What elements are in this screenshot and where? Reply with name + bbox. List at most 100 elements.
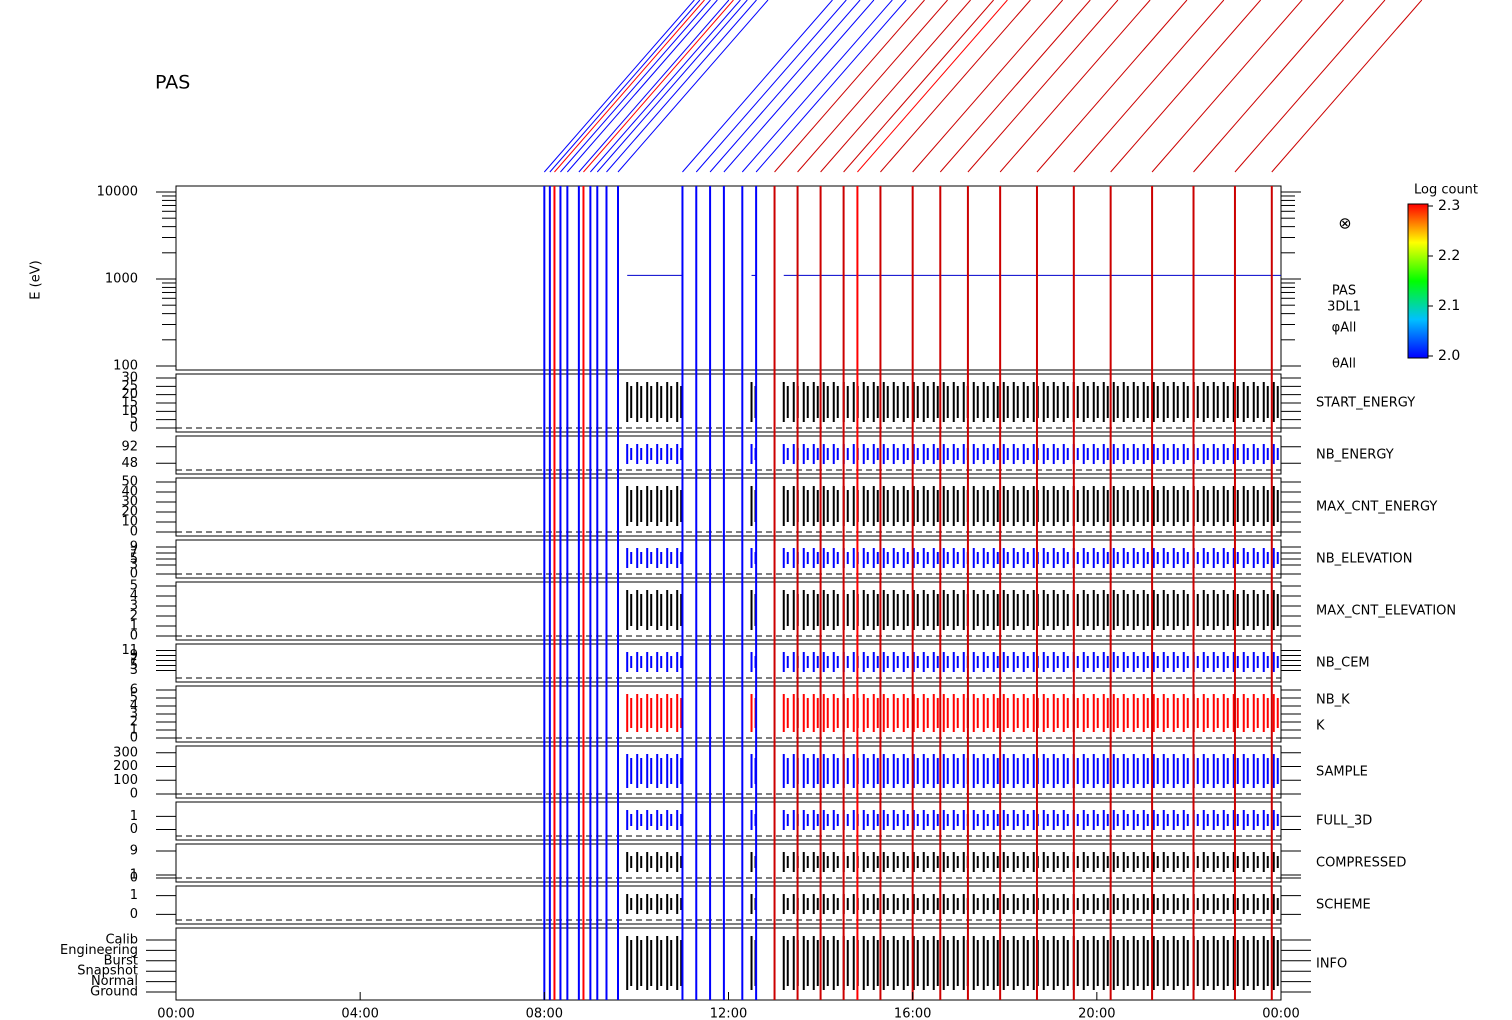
event-marker bbox=[912, 0, 1064, 173]
symbol: ⊗ bbox=[1338, 214, 1351, 233]
spectrogram-label: 3DL1 bbox=[1327, 300, 1361, 315]
activity-path bbox=[750, 444, 757, 464]
panel-frame bbox=[175, 373, 1282, 433]
panel-label: FULL_3D bbox=[1316, 814, 1372, 829]
activity-path bbox=[626, 936, 683, 990]
y-tick-label: 1 bbox=[130, 868, 138, 883]
y-tick-label: 25 bbox=[121, 379, 138, 394]
y-tick-label: Burst bbox=[104, 953, 138, 968]
event-marker bbox=[999, 0, 1151, 173]
event-marker bbox=[820, 0, 971, 173]
y-tick-label: 0 bbox=[130, 731, 138, 746]
spectrogram-label: θAll bbox=[1332, 357, 1356, 372]
colorbar bbox=[1407, 203, 1429, 359]
activity-path bbox=[750, 894, 757, 914]
activity bbox=[782, 894, 1279, 914]
activity-path bbox=[782, 652, 1279, 672]
activity-path bbox=[750, 486, 757, 526]
y-tick-label: 1 bbox=[130, 888, 138, 903]
event-marker bbox=[755, 0, 907, 173]
activity-path bbox=[626, 590, 683, 630]
activity-path bbox=[750, 590, 757, 630]
event-marker bbox=[1036, 0, 1188, 173]
y-tick-label: 1 bbox=[130, 809, 138, 824]
activity bbox=[626, 754, 683, 788]
activity-path bbox=[626, 852, 683, 872]
event-marker bbox=[1234, 0, 1386, 173]
y-tick-label: 5 bbox=[130, 412, 138, 427]
y-tick-label: 0 bbox=[130, 567, 138, 582]
y-tick-label: 5 bbox=[130, 552, 138, 567]
y-tick-label: 20 bbox=[121, 387, 138, 402]
activity bbox=[626, 444, 683, 464]
activity-path bbox=[782, 894, 1279, 914]
panel-label: NB_CEM bbox=[1316, 656, 1370, 671]
y-tick-label: 50 bbox=[121, 475, 138, 490]
activity bbox=[750, 382, 757, 422]
activity-path bbox=[626, 694, 683, 732]
y-tick-label: 0 bbox=[130, 822, 138, 837]
event-marker bbox=[682, 0, 833, 173]
y-tick-label: 30 bbox=[121, 495, 138, 510]
activity-path bbox=[782, 810, 1279, 830]
activity-path bbox=[626, 754, 683, 788]
event-marker bbox=[939, 0, 1091, 173]
activity bbox=[626, 810, 683, 830]
activity-path bbox=[626, 382, 683, 422]
y-tick-label: 3 bbox=[130, 599, 138, 614]
panel-label: NB_ELEVATION bbox=[1316, 552, 1413, 567]
activity-path bbox=[782, 936, 1279, 990]
activity-path bbox=[782, 548, 1279, 568]
activity bbox=[750, 590, 757, 630]
y-tick-label: 10 bbox=[121, 515, 138, 530]
y-tick-label: 7 bbox=[130, 546, 138, 561]
y-tick-label: 100 bbox=[113, 773, 138, 788]
panel-frame bbox=[175, 885, 1282, 925]
y-tick-label: 10 bbox=[121, 404, 138, 419]
activity bbox=[782, 936, 1279, 990]
y-tick-label: 10000 bbox=[97, 185, 138, 200]
panel-label: NB_K bbox=[1316, 693, 1350, 708]
activity bbox=[782, 590, 1279, 630]
panel-frame bbox=[175, 685, 1282, 743]
y-tick-label: 0 bbox=[130, 907, 138, 922]
panel-frame bbox=[175, 185, 1282, 371]
activity bbox=[750, 754, 757, 788]
y-tick-label: 4 bbox=[130, 589, 138, 604]
activity-path bbox=[782, 486, 1279, 526]
y-tick-label: 0 bbox=[130, 525, 138, 540]
event-marker bbox=[1110, 0, 1262, 173]
event-marker bbox=[1271, 0, 1423, 173]
panel-frame bbox=[175, 435, 1282, 475]
panel-frame bbox=[175, 745, 1282, 799]
activity-path bbox=[750, 936, 757, 990]
event-marker bbox=[589, 0, 741, 173]
activity bbox=[782, 382, 1279, 422]
activity-path bbox=[626, 652, 683, 672]
x-tick-label: 08:00 bbox=[526, 1007, 563, 1020]
y-tick-label: 2 bbox=[130, 715, 138, 730]
activity bbox=[750, 444, 757, 464]
activity-path bbox=[626, 894, 683, 914]
activity-path bbox=[626, 486, 683, 526]
panel-label: NB_ENERGY bbox=[1316, 448, 1394, 463]
spectrogram-label: PAS bbox=[1332, 284, 1356, 299]
panel-frame bbox=[175, 927, 1282, 1001]
y-tick-label: 4 bbox=[130, 699, 138, 714]
y-tick-label: 6 bbox=[130, 683, 138, 698]
activity bbox=[750, 694, 757, 732]
y-tick-label: 0 bbox=[130, 871, 138, 886]
activity bbox=[750, 936, 757, 990]
event-marker bbox=[560, 0, 711, 173]
activity bbox=[782, 444, 1279, 464]
panel-label: SCHEME bbox=[1316, 898, 1371, 913]
colorbar-tick-label: 2.3 bbox=[1438, 198, 1460, 214]
event-marker bbox=[967, 0, 1119, 173]
event-marker bbox=[774, 0, 925, 173]
activity bbox=[626, 852, 683, 872]
activity-path bbox=[750, 548, 757, 568]
activity bbox=[750, 548, 757, 568]
event-marker bbox=[1151, 0, 1303, 173]
activity-path bbox=[626, 810, 683, 830]
activity-path bbox=[782, 590, 1279, 630]
